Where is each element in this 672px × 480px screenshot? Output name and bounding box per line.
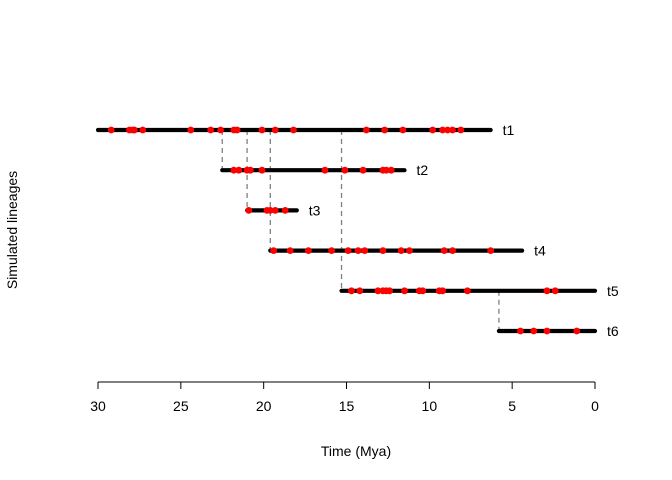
event-point-t5-12 [543, 287, 551, 295]
event-point-t4-6 [361, 247, 369, 255]
event-point-t5-8 [419, 287, 427, 295]
event-point-t1-10 [258, 126, 266, 134]
event-point-t4-4 [344, 247, 352, 255]
event-point-t4-2 [304, 247, 312, 255]
event-point-t3-2 [266, 207, 274, 214]
x-tick-label-2: 20 [256, 398, 272, 414]
event-point-t1-19 [449, 126, 456, 134]
x-tick-label-4: 10 [422, 398, 438, 414]
event-point-t4-9 [406, 247, 413, 255]
lineage-label-layer: t1 t2 t3 t4 t5 t6 [309, 122, 619, 339]
event-point-t2-5 [321, 166, 329, 174]
event-point-t1-7 [217, 126, 224, 134]
event-point-t6-1 [530, 327, 538, 335]
event-point-t4-10 [440, 247, 448, 255]
event-point-t1-3 [131, 126, 138, 134]
lineage-label-t4: t4 [534, 243, 546, 259]
event-point-t4-1 [286, 247, 294, 255]
event-point-t6-2 [543, 327, 551, 335]
event-point-t1-13 [362, 126, 370, 134]
event-point-t6-0 [517, 327, 524, 335]
event-point-t5-2 [374, 287, 382, 295]
event-point-t1-20 [457, 126, 465, 134]
event-point-t5-13 [551, 287, 559, 295]
event-point-t3-4 [281, 207, 289, 214]
event-point-t2-4 [258, 166, 266, 174]
event-point-t2-9 [382, 166, 390, 174]
event-point-t2-0 [230, 166, 238, 174]
x-tick-label-6: 0 [591, 398, 599, 414]
event-point-t5-1 [356, 287, 364, 295]
event-point-t4-3 [328, 247, 335, 255]
event-point-t5-0 [348, 287, 355, 295]
lineage-label-t6: t6 [607, 323, 619, 339]
event-point-t4-11 [449, 247, 456, 255]
event-point-t6-3 [573, 327, 581, 335]
lineage-label-t3: t3 [309, 202, 321, 218]
event-point-t2-7 [359, 166, 367, 174]
event-point-t1-16 [429, 126, 437, 134]
y-axis-label: Simulated lineages [4, 171, 20, 289]
event-point-t1-9 [233, 126, 241, 134]
event-point-t2-1 [235, 166, 243, 174]
event-point-t1-0 [107, 126, 115, 134]
event-point-t3-0 [245, 207, 253, 214]
event-point-t1-5 [187, 126, 195, 134]
event-point-t1-15 [399, 126, 407, 134]
event-point-t3-3 [271, 207, 279, 214]
event-point-t4-12 [487, 247, 495, 255]
event-point-t1-18 [444, 126, 451, 134]
event-point-t1-11 [271, 126, 279, 134]
lineage-label-t5: t5 [607, 283, 619, 299]
event-point-t1-14 [381, 126, 389, 134]
event-point-t5-6 [401, 287, 408, 295]
x-tick-label-5: 5 [508, 398, 516, 414]
event-point-t1-12 [290, 126, 297, 134]
event-point-t5-5 [386, 287, 393, 295]
event-point-t5-10 [439, 287, 446, 295]
lineage-label-t2: t2 [416, 162, 428, 178]
x-axis-label: Time (Mya) [321, 443, 391, 459]
event-point-t2-10 [387, 166, 395, 174]
connector-layer [221, 130, 500, 331]
event-point-t5-11 [464, 287, 471, 295]
event-point-t4-0 [270, 247, 278, 255]
x-axis: 30 25 20 15 10 5 0 [90, 381, 599, 414]
event-point-t4-7 [379, 247, 387, 255]
event-point-t1-6 [207, 126, 215, 134]
x-tick-label-3: 15 [339, 398, 355, 414]
event-point-t4-5 [354, 247, 362, 255]
event-point-t2-3 [247, 166, 254, 174]
lineage-line-layer [95, 127, 598, 334]
event-point-t1-4 [139, 126, 147, 134]
lineage-label-t1: t1 [503, 122, 515, 138]
event-point-t4-8 [397, 247, 405, 255]
event-point-layer [107, 126, 581, 335]
event-point-t2-6 [341, 166, 349, 174]
event-point-t1-17 [439, 126, 446, 134]
x-tick-label-0: 30 [90, 398, 106, 414]
x-tick-label-1: 25 [173, 398, 189, 414]
